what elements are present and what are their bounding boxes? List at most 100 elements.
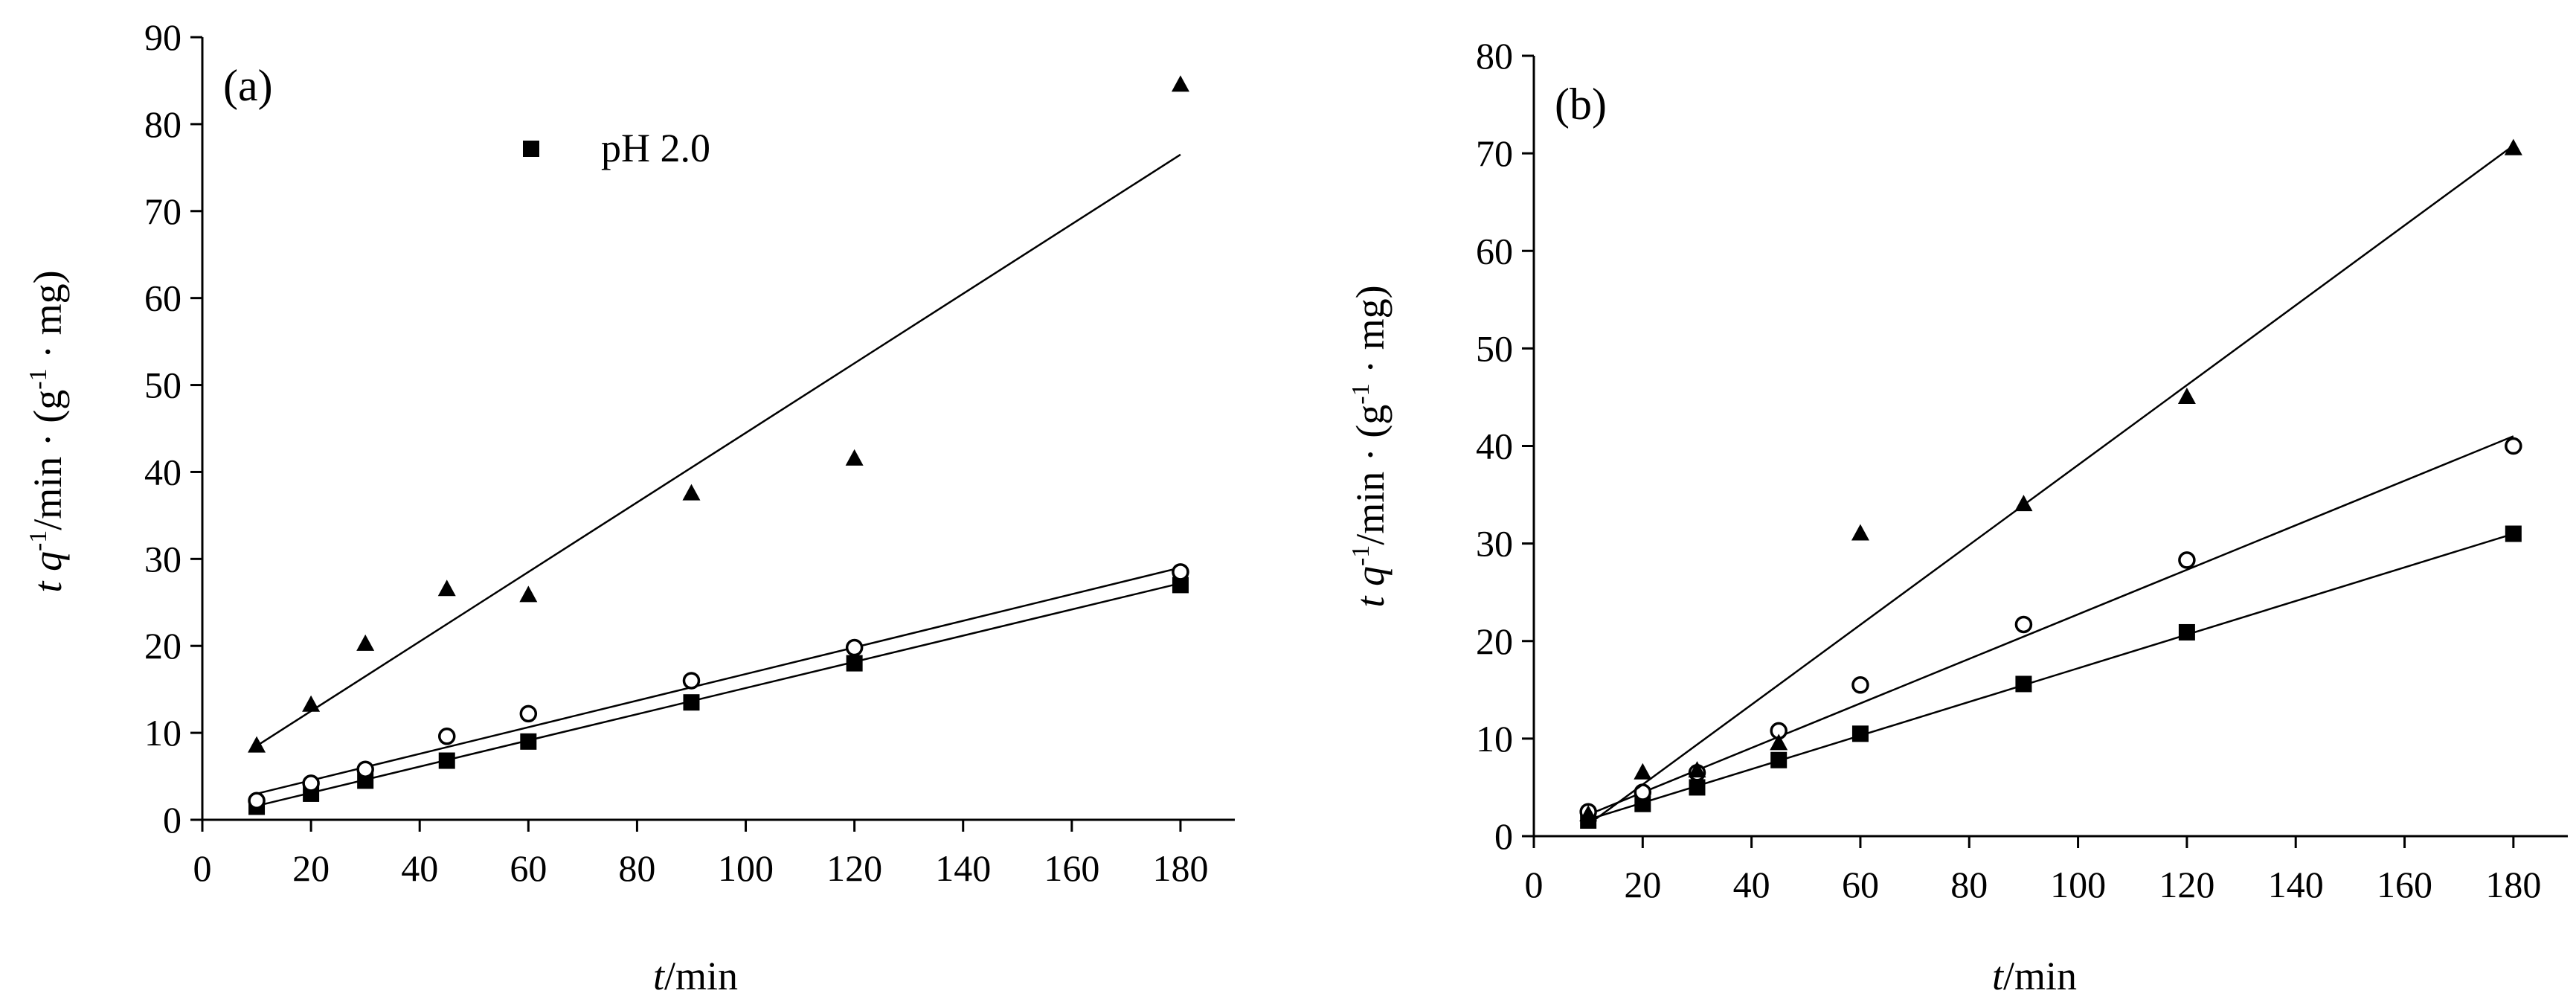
y-tick-label: 70 [1476,132,1513,174]
x-tick-label: 0 [1525,864,1544,905]
y-tick-label: 80 [1476,35,1513,77]
fit-line-triangle [1587,144,2514,826]
y-tick-label: 0 [1494,815,1513,857]
legend-label: pH 2.0 [601,126,710,170]
fit-line-circle [1587,435,2514,816]
data-point-triangle [1171,75,1189,92]
y-axis-label: t q-1/min · (g-1 · mg) [25,270,70,592]
chart-panel-a: 0 10 20 30 40 50 60 70 80 90 0 20 40 60 80 100 120 140 160… [25,16,1235,998]
data-point-square [1770,751,1788,768]
x-tick-label: 80 [1950,864,1988,905]
data-point-triangle [437,580,456,597]
y-tick-label: 90 [144,16,182,58]
data-point-square [2505,525,2522,542]
x-tick-label: 40 [1733,864,1770,905]
x-tick-label: 60 [1842,864,1879,905]
series-circle [248,563,1189,810]
data-point-circle [519,704,538,723]
panel-label: (b) [1555,80,1607,129]
y-tick-label: 30 [1476,523,1513,565]
x-tick-label: 60 [510,847,547,889]
legend-marker-square [523,141,539,157]
data-point-triangle [1770,733,1788,751]
y-tick-label: 60 [144,277,182,319]
series-square [248,577,1189,815]
y-tick-label: 40 [1476,426,1513,467]
data-point-triangle [519,585,538,603]
data-point-triangle [845,449,864,466]
data-point-square [520,733,537,750]
data-point-triangle [356,634,375,651]
data-point-circle [2014,615,2033,634]
x-axis-label: t/min [653,954,738,998]
data-point-circle [248,792,266,810]
x-tick-label: 80 [618,847,655,889]
data-point-square [1689,779,1706,796]
data-point-triangle [1851,524,1869,541]
data-point-triangle [1634,763,1652,780]
x-tick-label: 120 [2159,864,2214,905]
chart-panel-b: 0 10 20 30 40 50 60 70 80 0 20 40 60 80 100 120 140 160 18… [1347,35,2568,998]
data-point-circle [356,760,374,778]
data-point-triangle [302,695,321,712]
data-point-square [1851,725,1869,742]
series-triangle [248,75,1189,753]
data-point-square [683,694,700,711]
y-tick-label: 10 [144,712,182,754]
data-point-circle [437,728,456,745]
x-axis-label: t/min [1992,954,2077,998]
data-point-square [1172,577,1189,594]
data-point-circle [2178,551,2196,569]
data-point-triangle [2014,495,2033,512]
x-tick-label: 100 [2050,864,2106,905]
data-point-triangle [1579,805,1598,822]
data-point-square [2178,623,2195,641]
data-point-triangle [248,736,266,753]
x-tick-label: 140 [2268,864,2324,905]
y-tick-label: 70 [144,190,182,232]
x-tick-label: 180 [2485,864,2541,905]
x-tick-label: 160 [2377,864,2432,905]
data-point-triangle [2504,138,2522,155]
data-point-circle [682,672,701,690]
series-triangle [1579,138,2522,826]
series-circle [1579,435,2522,821]
series-square [1580,525,2522,829]
data-point-triangle [1688,761,1706,778]
y-tick-label: 80 [144,103,182,145]
data-point-square [846,655,863,672]
panel-label: (a) [223,61,273,110]
x-tick-label: 180 [1152,847,1208,889]
data-point-circle [845,638,864,657]
x-tick-label: 160 [1044,847,1099,889]
data-point-circle [302,774,320,792]
legend: pH 2.0 [523,126,710,170]
x-tick-label: 40 [401,847,438,889]
y-tick-label: 60 [1476,230,1513,272]
y-tick-label: 50 [144,365,182,406]
y-axis-label: t q-1/min · (g-1 · mg) [1347,285,1393,607]
fit-line-square [256,582,1181,807]
fit-line-circle [256,566,1181,795]
data-point-square [2015,675,2032,693]
y-tick-label: 30 [144,538,182,580]
fit-line-square [1587,533,2514,821]
x-tick-label: 20 [292,847,330,889]
y-tick-label: 10 [1476,718,1513,760]
y-tick-label: 50 [1476,327,1513,369]
data-point-circle [2505,437,2522,455]
x-tick-label: 140 [935,847,991,889]
data-point-triangle [682,484,701,501]
data-point-circle [1851,676,1869,694]
fit-line-triangle [256,153,1181,747]
x-tick-label: 100 [718,847,774,889]
data-point-square [438,752,455,769]
x-tick-label: 120 [826,847,882,889]
x-tick-label: 0 [193,847,212,889]
data-point-triangle [2177,387,2196,404]
y-tick-label: 40 [144,451,182,492]
y-tick-label: 20 [144,625,182,667]
y-tick-label: 20 [1476,620,1513,662]
data-point-circle [1634,783,1652,801]
